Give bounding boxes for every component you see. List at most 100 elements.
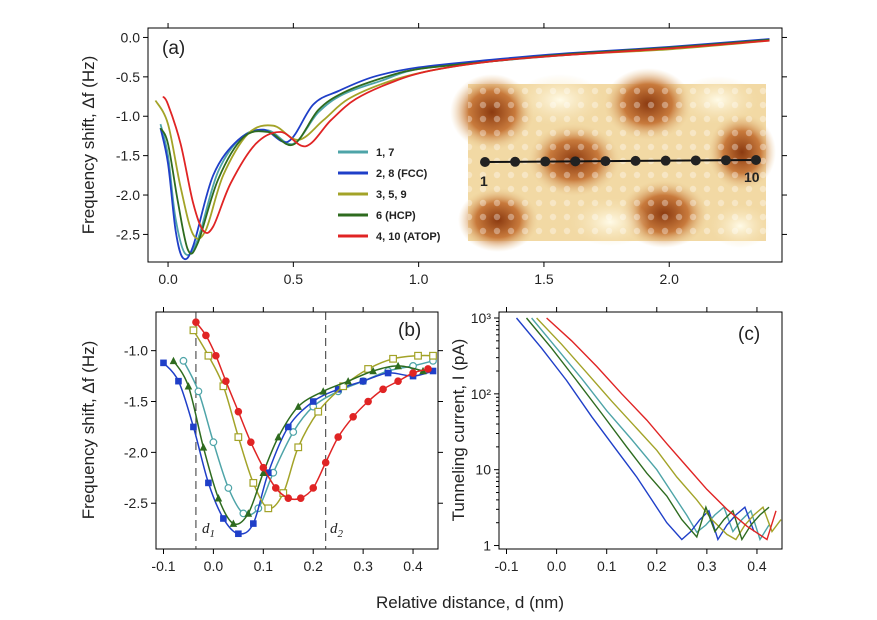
y-tick-label: 10 bbox=[475, 462, 491, 478]
data-point bbox=[179, 356, 188, 365]
y-tick-label: -1.5 bbox=[124, 394, 148, 410]
data-point bbox=[364, 397, 372, 406]
series-line-2-8-fcc- bbox=[515, 317, 755, 542]
panel-b-ylabel: Frequency shift, Δf (Hz) bbox=[79, 341, 98, 520]
data-point bbox=[284, 494, 293, 502]
data-point bbox=[199, 443, 208, 451]
panel-c-frame bbox=[498, 311, 783, 550]
data-point bbox=[202, 331, 210, 340]
legend: 1, 7 2, 8 (FCC) 3, 5, 9 6 (HCP) 4, 10 (ATOP) bbox=[338, 147, 441, 243]
panel-a-axes: 0.0 0.5 1.0 1.5 2.0 0.0 -0.5 -1.0 -1.5 -2.0 -2.5 bbox=[116, 23, 787, 287]
y-tick-label: -1.0 bbox=[116, 108, 140, 124]
inset-path-line bbox=[484, 159, 757, 163]
series-line-4-10-atop- bbox=[546, 317, 777, 541]
inset-point-4 bbox=[570, 156, 581, 167]
y-tick-label: -2.0 bbox=[116, 187, 140, 203]
stm-inset-image: 1 10 bbox=[450, 68, 776, 252]
data-point bbox=[429, 367, 437, 375]
panel-c-series bbox=[515, 317, 782, 542]
d2-annotation: d2 bbox=[330, 521, 344, 540]
data-point bbox=[369, 366, 377, 375]
data-point bbox=[234, 433, 243, 442]
data-point bbox=[271, 484, 280, 492]
legend-entry: 2, 8 (FCC) bbox=[376, 168, 428, 180]
panel-a-ylabel: Frequency shift, Δf (Hz) bbox=[79, 56, 98, 235]
data-point bbox=[429, 351, 437, 360]
data-point bbox=[222, 377, 230, 385]
panel-b-frame bbox=[155, 311, 439, 550]
data-point bbox=[229, 519, 238, 527]
y-tick-label: -1.5 bbox=[116, 148, 140, 164]
x-tick-label: -0.1 bbox=[151, 558, 175, 574]
series-line-6-hcp- bbox=[525, 317, 770, 542]
inset-measurement-line bbox=[480, 155, 761, 167]
panel-a-series bbox=[154, 38, 770, 261]
x-tick-label: 0.1 bbox=[597, 558, 617, 574]
data-point bbox=[334, 386, 342, 393]
x-tick-label: 0.0 bbox=[204, 558, 224, 574]
x-tick-label: 0.4 bbox=[747, 558, 767, 574]
legend-entry: 1, 7 bbox=[376, 147, 394, 159]
x-tick-label: 0.4 bbox=[403, 558, 423, 574]
data-point bbox=[344, 377, 352, 385]
data-point bbox=[244, 509, 253, 517]
series-line-4-10-atop- bbox=[162, 39, 770, 234]
y-tick-label: 1 bbox=[483, 538, 491, 554]
x-tick-label: 1.5 bbox=[534, 271, 554, 287]
data-point bbox=[189, 326, 198, 335]
legend-entry: 4, 10 (ATOP) bbox=[376, 231, 441, 243]
d1-annotation: d1 bbox=[202, 521, 215, 540]
data-point bbox=[349, 412, 357, 421]
x-tick-label: 0.3 bbox=[353, 558, 373, 574]
y-tick-label: -1.0 bbox=[124, 343, 148, 359]
data-point bbox=[209, 438, 218, 447]
data-point bbox=[214, 494, 223, 502]
data-point bbox=[204, 351, 213, 360]
data-point bbox=[294, 443, 303, 452]
panel-a-label: (a) bbox=[162, 38, 185, 59]
data-point bbox=[194, 387, 203, 396]
panel-a: 0.0 0.5 1.0 1.5 2.0 0.0 -0.5 -1.0 -1.5 -2.0 -2.5 (… bbox=[79, 23, 787, 287]
panel-c: -0.1 0.0 0.1 0.2 0.3 0.4 1 10 10² 10³ (c) Tunneli… bbox=[449, 307, 783, 574]
data-point bbox=[160, 359, 167, 367]
data-point bbox=[190, 423, 197, 431]
data-point bbox=[321, 458, 330, 467]
data-point bbox=[259, 463, 268, 472]
data-point bbox=[384, 369, 392, 377]
x-tick-label: 0.2 bbox=[647, 558, 667, 574]
legend-entry: 3, 5, 9 bbox=[376, 189, 407, 201]
data-point bbox=[359, 377, 367, 385]
shared-xlabel: Relative distance, d (nm) bbox=[376, 593, 564, 612]
x-tick-label: 0.0 bbox=[547, 558, 567, 574]
y-tick-label: -2.5 bbox=[116, 226, 140, 242]
panel-c-ylabel: Tunneling current, I (pA) bbox=[449, 339, 468, 522]
data-point bbox=[394, 361, 402, 370]
data-point bbox=[265, 469, 272, 477]
data-point bbox=[409, 369, 417, 377]
x-tick-label: 0.2 bbox=[303, 558, 323, 574]
data-point bbox=[294, 402, 303, 410]
x-tick-label: 0.0 bbox=[158, 271, 178, 287]
data-point bbox=[192, 318, 200, 326]
series-3-5-9 bbox=[189, 326, 437, 513]
y-tick-label: 10³ bbox=[471, 310, 492, 326]
data-point bbox=[205, 479, 212, 487]
data-point bbox=[234, 407, 243, 416]
panel-c-label: (c) bbox=[738, 324, 760, 345]
data-point bbox=[314, 407, 323, 416]
panel-a-frame bbox=[147, 27, 783, 263]
x-tick-label: -0.1 bbox=[494, 558, 518, 574]
y-tick-label: -2.5 bbox=[124, 495, 148, 511]
legend-entry: 6 (HCP) bbox=[376, 210, 416, 222]
x-tick-label: 0.5 bbox=[284, 271, 304, 287]
panel-b: -0.1 0.0 0.1 0.2 0.3 0.4-1.0-1.5-2.0-2.5 (b) … bbox=[79, 307, 443, 574]
inset-point-6 bbox=[630, 155, 641, 166]
data-point bbox=[235, 530, 242, 538]
data-point bbox=[259, 468, 268, 477]
data-point bbox=[319, 387, 328, 395]
x-tick-label: 0.1 bbox=[254, 558, 274, 574]
x-tick-label: 1.0 bbox=[409, 271, 429, 287]
data-point bbox=[284, 423, 292, 431]
data-point bbox=[274, 433, 283, 441]
